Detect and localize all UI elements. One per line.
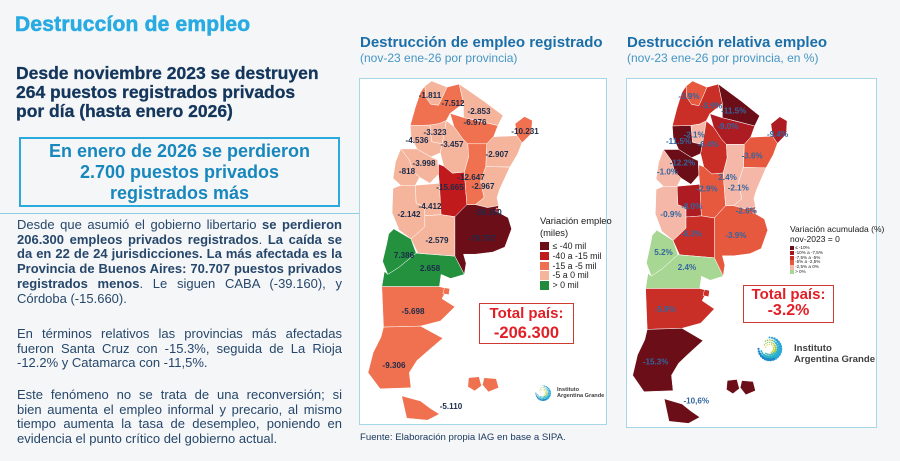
svg-text:-2.1%: -2.1% xyxy=(728,184,749,193)
svg-text:-0.9%: -0.9% xyxy=(660,210,681,219)
svg-text:-1.0%: -1.0% xyxy=(657,167,678,176)
svg-text:-9.306: -9.306 xyxy=(383,361,406,370)
svg-text:-3.323: -3.323 xyxy=(424,128,447,137)
svg-text:-7.512: -7.512 xyxy=(442,99,465,108)
svg-text:5.2%: 5.2% xyxy=(654,248,672,257)
svg-text:-6.976: -6.976 xyxy=(464,118,487,127)
svg-text:7.386: 7.386 xyxy=(394,251,415,260)
svg-text:-6.3%: -6.3% xyxy=(681,230,702,239)
svg-text:-12.2%: -12.2% xyxy=(670,159,696,168)
svg-text:-1.811: -1.811 xyxy=(419,91,442,100)
svg-text:2.658: 2.658 xyxy=(420,264,441,273)
svg-text:-9.4%: -9.4% xyxy=(767,130,788,139)
svg-text:-12.647: -12.647 xyxy=(457,173,485,182)
svg-text:-11.5%: -11.5% xyxy=(721,107,746,116)
svg-text:-2.1%: -2.1% xyxy=(684,131,705,140)
svg-text:-15.665: -15.665 xyxy=(436,183,464,192)
svg-text:-3.457: -3.457 xyxy=(441,140,464,149)
svg-text:-5.9%: -5.9% xyxy=(701,101,722,110)
svg-text:2.4%: 2.4% xyxy=(718,173,736,182)
svg-text:-6.4%: -6.4% xyxy=(698,140,719,149)
svg-text:-5.698: -5.698 xyxy=(402,307,425,316)
svg-text:-818: -818 xyxy=(399,167,416,176)
svg-text:-2.907: -2.907 xyxy=(486,150,509,159)
svg-text:-15.3%: -15.3% xyxy=(643,357,669,366)
svg-text:-2.853: -2.853 xyxy=(468,107,491,116)
svg-text:-11.5%: -11.5% xyxy=(666,137,691,146)
svg-text:-3.6%: -3.6% xyxy=(742,152,763,161)
svg-text:-3.998: -3.998 xyxy=(413,159,436,168)
svg-text:-10,6%: -10,6% xyxy=(683,396,709,405)
svg-text:-3.9%: -3.9% xyxy=(725,231,746,240)
svg-text:-70.707: -70.707 xyxy=(468,234,496,243)
svg-text:-2.142: -2.142 xyxy=(398,210,421,219)
svg-text:-3.9%: -3.9% xyxy=(678,92,699,101)
svg-text:-4.536: -4.536 xyxy=(406,136,429,145)
svg-text:-2.579: -2.579 xyxy=(426,236,449,245)
svg-text:2.4%: 2.4% xyxy=(678,263,696,272)
svg-text:-8.0%: -8.0% xyxy=(681,202,702,211)
svg-text:-10.231: -10.231 xyxy=(511,127,539,136)
svg-text:-5.110: -5.110 xyxy=(440,402,463,411)
svg-text:-9.0%: -9.0% xyxy=(717,122,738,131)
svg-text:-4.412: -4.412 xyxy=(419,202,442,211)
svg-text:-5.9%: -5.9% xyxy=(655,305,676,314)
svg-text:-2.967: -2.967 xyxy=(472,182,495,191)
svg-text:-39.160: -39.160 xyxy=(474,208,502,217)
svg-text:-2.6%: -2.6% xyxy=(736,207,757,216)
svg-text:-2.9%: -2.9% xyxy=(697,184,718,193)
